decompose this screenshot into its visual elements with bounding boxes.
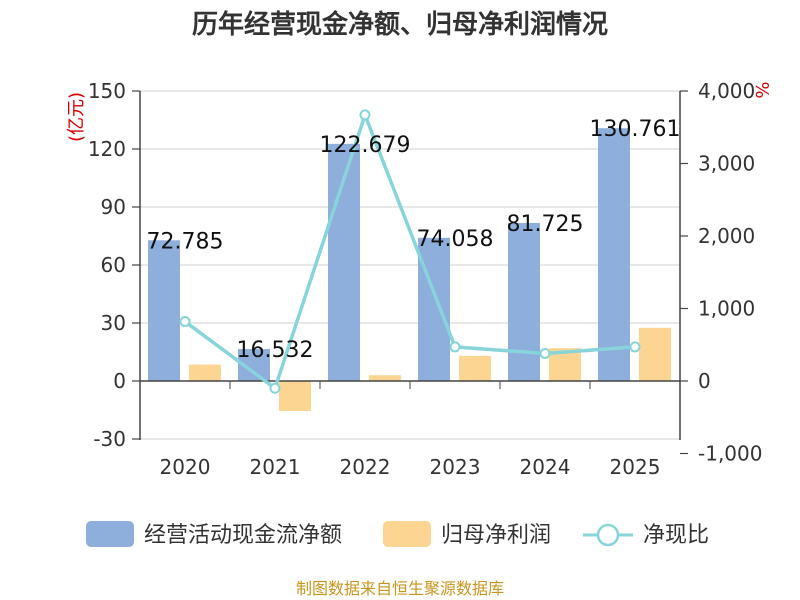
bar-profit (189, 364, 221, 381)
y-right-unit: % (751, 81, 772, 98)
ratio-point (539, 347, 551, 359)
y-left-tick-label: 150 (88, 79, 126, 103)
legend-label-profit: 归母净利润 (441, 523, 551, 548)
ratio-point (629, 341, 641, 353)
data-label-cashflow: 122.679 (320, 133, 411, 158)
y-right-tick-label: 0 (698, 369, 711, 393)
bar-profit (369, 375, 401, 381)
x-tick-label: 2025 (610, 455, 661, 479)
y-left-tick-label: 120 (88, 137, 126, 161)
legend-label-cashflow: 经营活动现金流净额 (144, 523, 342, 548)
y-left-tick-label: 30 (101, 311, 126, 335)
x-tick-label: 2024 (520, 455, 571, 479)
y-left-tick-label: 90 (101, 195, 126, 219)
ratio-point (359, 109, 371, 121)
y-left-tick-label: -30 (93, 427, 126, 451)
legend-swatch-cashflow (86, 521, 134, 547)
bar-cashflow (508, 222, 540, 381)
y-right-tick-label: 3,000 (698, 152, 755, 176)
legend-marker-ratio (596, 523, 620, 547)
bar-profit (459, 355, 491, 381)
axes: 150 120 90 60 30 0 -30 4,000 3,000 2,000 1,000 0 -1,… (88, 79, 763, 479)
data-label-cashflow: 130.761 (590, 117, 681, 142)
bar-profit (639, 327, 671, 381)
ratio-line-path (183, 109, 636, 392)
x-tick-label: 2020 (160, 455, 211, 479)
legend-swatch-profit (383, 521, 431, 547)
data-label-cashflow: 81.725 (507, 212, 584, 237)
y-right-tick-label: -1,000 (698, 442, 762, 466)
ratio-point (179, 316, 191, 328)
x-tick-label: 2022 (340, 455, 391, 479)
legend-label-ratio: 净现比 (643, 523, 709, 548)
y-left-unit: (亿元) (66, 92, 87, 142)
data-label-cashflow: 72.785 (147, 229, 224, 254)
y-left-tick-label: 0 (113, 369, 126, 393)
data-labels: 72.785 16.532 122.679 74.058 81.725 130.761 (147, 117, 681, 363)
y-right-tick-label: 4,000 (698, 79, 755, 103)
ratio-point (269, 382, 281, 394)
grid-lines (140, 90, 680, 440)
ratio-point (449, 341, 461, 353)
bar-cashflow (598, 128, 630, 381)
y-right-tick-label: 2,000 (698, 224, 755, 248)
data-label-cashflow: 16.532 (237, 338, 314, 363)
ratio-line (179, 109, 641, 394)
bar-cashflow (148, 240, 180, 381)
y-left-tick-label: 60 (101, 253, 126, 277)
source-note: 制图数据来自恒生聚源数据库 (296, 579, 504, 598)
data-label-cashflow: 74.058 (417, 227, 494, 252)
chart-title: 历年经营现金净额、归母净利润情况 (192, 9, 608, 40)
x-tick-label: 2021 (250, 455, 301, 479)
y-right-tick-label: 1,000 (698, 297, 755, 321)
legend: 经营活动现金流净额 归母净利润 净现比 (86, 521, 709, 548)
x-tick-label: 2023 (430, 455, 481, 479)
bars (148, 128, 671, 411)
bar-profit (279, 381, 311, 411)
